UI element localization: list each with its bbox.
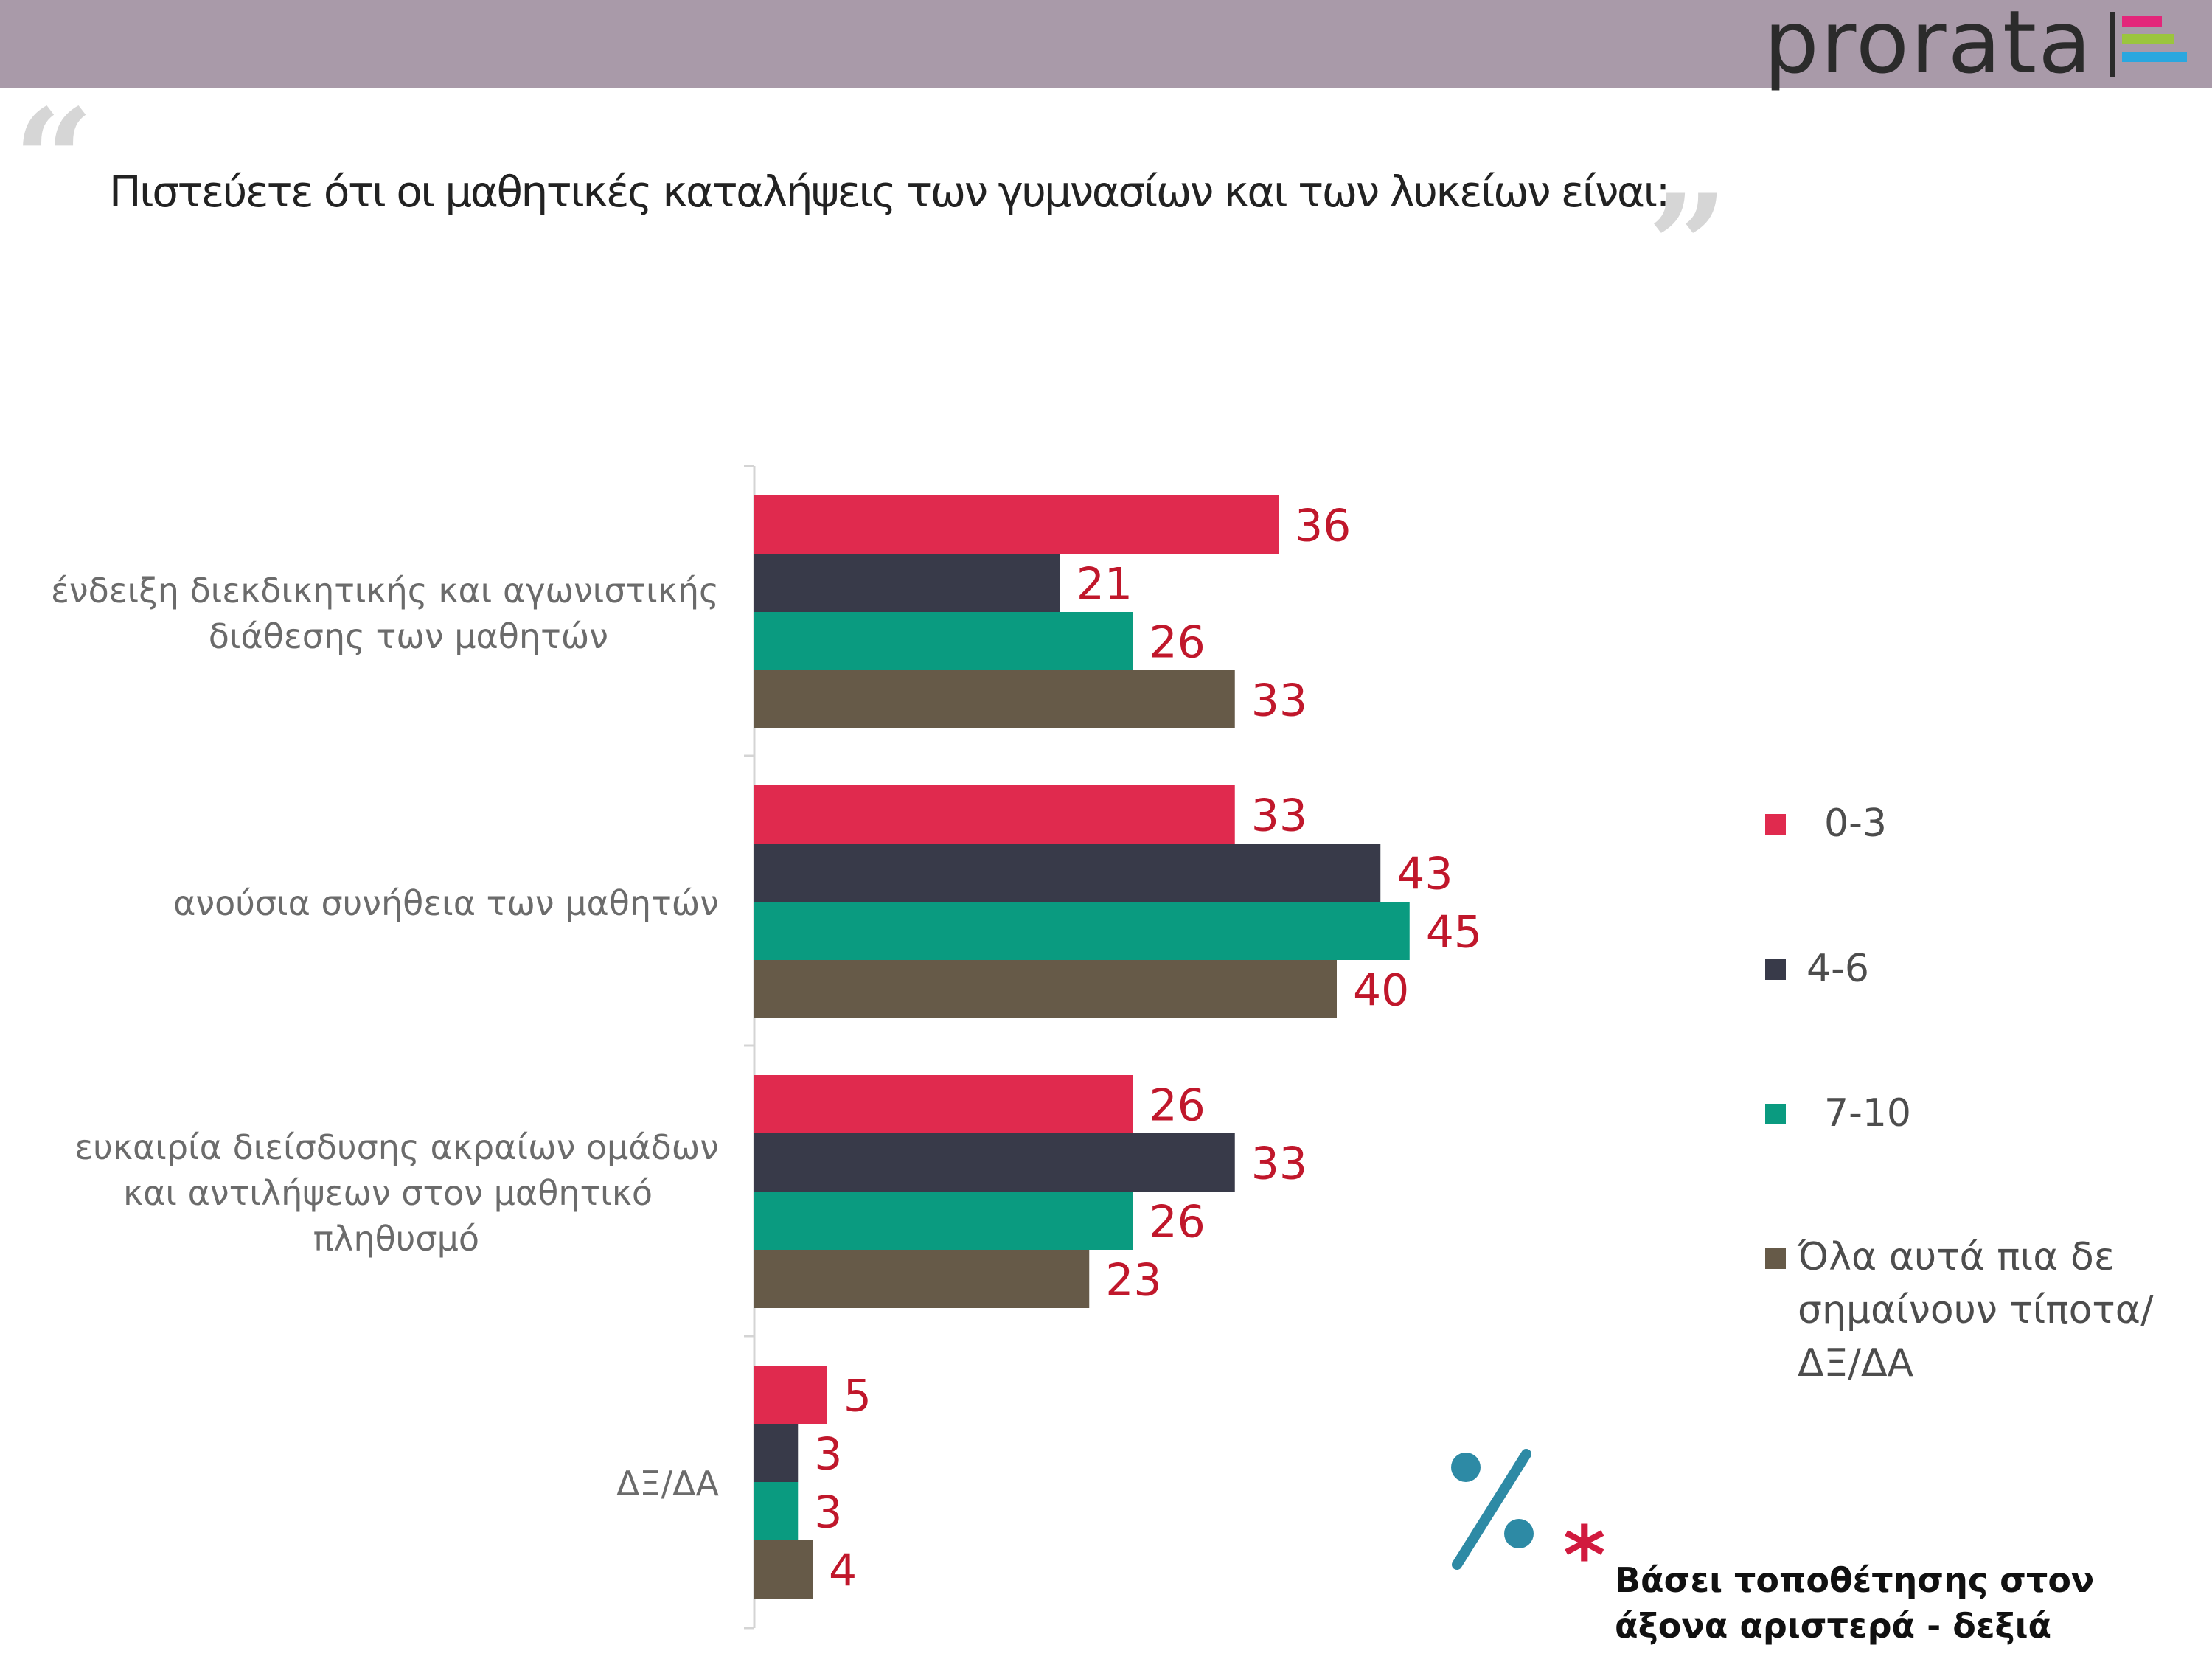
bar [754,495,1279,554]
bar [754,902,1410,960]
header-bar [0,0,2212,88]
legend-label: 4-6 [1806,947,1869,991]
legend-label: 0-3 [1824,801,1887,846]
category-label: ευκαιρία διείσδυσης ακραίων ομάδων και αν… [74,1127,719,1259]
data-label: 33 [1251,675,1307,727]
close-quote-icon: ” [1647,164,1728,328]
category-label-line: ΔΞ/ΔΑ [616,1464,719,1503]
data-label: 5 [844,1371,872,1422]
footnote-text: Βάσει τοποθέτησης στον άξονα αριστερά - … [1615,1560,2095,1646]
data-label: 36 [1295,501,1351,552]
category-label-line: ένδειξη διεκδικητικής και αγωνιστικής [51,571,719,611]
data-label: 33 [1251,1138,1307,1190]
category-label-line: ανούσια συνήθεια των μαθητών [173,883,719,923]
category-label-line: και αντιλήψεων στον μαθητικό [123,1173,653,1213]
data-label: 3 [814,1429,842,1481]
bar [754,612,1133,670]
data-label: 45 [1426,907,1482,959]
category-label: ανούσια συνήθεια των μαθητών [173,883,719,923]
logo-stripe-green [2122,34,2174,44]
bar [754,785,1235,844]
data-label: 3 [814,1487,842,1539]
bar [754,554,1060,612]
category-label: ένδειξη διεκδικητικής και αγωνιστικής διά… [51,571,719,656]
bar [754,960,1337,1018]
category-label: ΔΞ/ΔΑ [616,1464,719,1503]
data-label: 21 [1077,559,1133,611]
data-label: 4 [829,1545,857,1597]
legend-swatch [1765,1104,1786,1124]
brand-logo-text: prorata [1764,0,2093,93]
percent-dot-top [1451,1453,1481,1482]
bar [754,1482,799,1540]
bar [754,1192,1133,1250]
data-label: 26 [1150,1197,1206,1248]
percent-icon [1451,1449,1534,1570]
data-label: 26 [1150,1080,1206,1132]
logo-stripe-pink [2122,16,2162,27]
asterisk-icon: * [1563,1509,1606,1603]
percent-dot-bottom [1504,1519,1534,1548]
bar [754,844,1381,902]
data-label: 43 [1397,849,1453,900]
bar [754,1366,827,1424]
category-label-line: διάθεσης των μαθητών [209,616,608,656]
bar [754,670,1235,728]
logo-divider [2110,12,2115,77]
logo-stripe-blue [2122,52,2187,62]
brand-logo-icon [2110,12,2187,77]
legend-label: Όλα αυτά πια δε σημαίνουν τίποτα/ΔΞ/ΔΑ [1798,1235,2154,1385]
legend-label: 7-10 [1824,1091,1912,1135]
bar [754,1424,799,1482]
legend-swatch [1765,814,1786,835]
category-label-line: ευκαιρία διείσδυσης ακραίων ομάδων [74,1127,719,1167]
legend-swatch [1765,959,1786,980]
data-label: 23 [1105,1255,1161,1307]
category-label-line: πληθυσμό [313,1219,479,1259]
open-quote-icon: “ [13,78,94,243]
question-title: Πιστεύετε ότι οι μαθητικές καταλήψεις τω… [109,167,1670,217]
data-label: 26 [1150,617,1206,669]
data-label: 40 [1353,965,1409,1017]
legend-swatch [1765,1248,1786,1269]
percent-slash [1452,1449,1531,1570]
bar [754,1250,1090,1308]
bar [754,1133,1235,1192]
data-label: 33 [1251,790,1307,842]
bar [754,1540,813,1599]
bar [754,1075,1133,1133]
